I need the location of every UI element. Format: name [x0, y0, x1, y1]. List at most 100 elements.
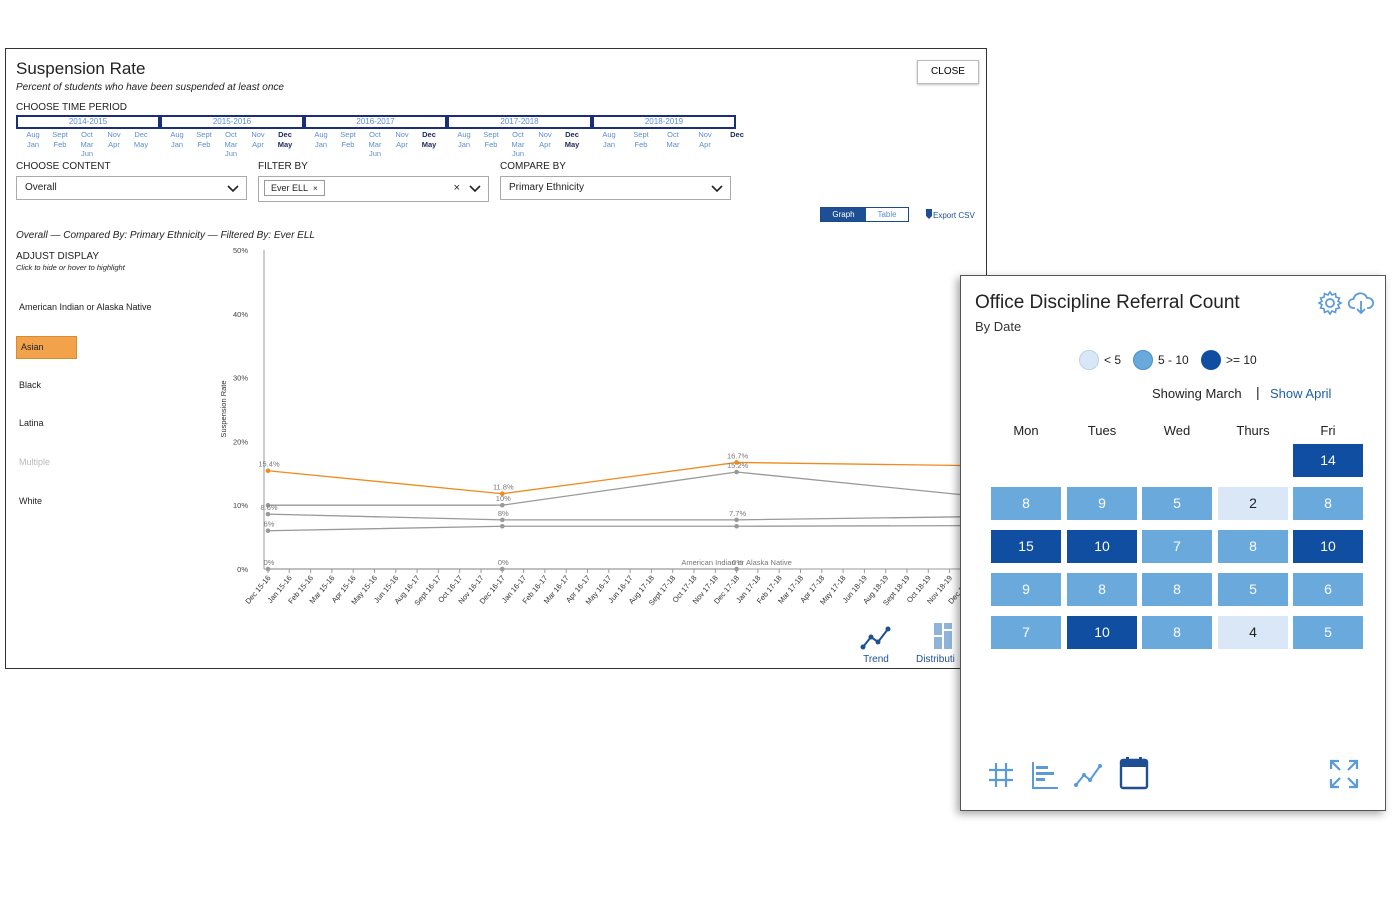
- bar-chart-icon[interactable]: [1030, 760, 1060, 790]
- y-tick-label: 50%: [233, 246, 248, 255]
- period-2014-2015[interactable]: 2014-2015: [16, 115, 160, 129]
- calendar-day-cell[interactable]: 8: [1067, 573, 1137, 606]
- calendar-day-cell[interactable]: 4: [1218, 616, 1288, 649]
- calendar-day-cell[interactable]: 7: [991, 616, 1061, 649]
- period-2018-2019[interactable]: 2018-2019: [592, 115, 736, 129]
- month-option[interactable]: Aug Jan: [602, 130, 616, 149]
- show-april-link[interactable]: Show April: [1270, 386, 1332, 401]
- data-label: 10%: [496, 494, 511, 503]
- chevron-down-icon: [227, 185, 239, 193]
- compare-select[interactable]: Primary Ethnicity: [500, 176, 731, 200]
- y-tick-label: 30%: [233, 374, 248, 383]
- calendar-day-cell[interactable]: 7: [1142, 530, 1212, 563]
- month-option[interactable]: Aug Jan: [26, 130, 40, 149]
- month-option[interactable]: Dec May: [277, 130, 293, 149]
- distribution-view-button[interactable]: Distributi: [916, 621, 976, 665]
- clear-filter-icon[interactable]: ×: [453, 182, 460, 194]
- data-point: [734, 517, 739, 523]
- calendar-day-cell[interactable]: 5: [1218, 573, 1288, 606]
- calendar-day-cell[interactable]: 10: [1067, 530, 1137, 563]
- export-csv-button[interactable]: Export CSV: [925, 209, 975, 220]
- filter-label: FILTER BY: [258, 161, 308, 172]
- trend-line-icon: [860, 626, 891, 650]
- month-option[interactable]: Oct Mar Jun: [80, 130, 94, 158]
- calendar-day-cell[interactable]: 10: [1067, 616, 1137, 649]
- month-option[interactable]: Aug Jan: [314, 130, 328, 149]
- calendar-day-cell[interactable]: 8: [1218, 530, 1288, 563]
- table-toggle-button[interactable]: Table: [866, 208, 908, 221]
- data-label: 16.7%: [727, 451, 749, 460]
- month-option[interactable]: Sept Feb: [633, 130, 649, 149]
- filter-chip-label: Ever ELL: [271, 183, 309, 193]
- trend-view-button[interactable]: Trend: [856, 625, 896, 665]
- month-option[interactable]: Sept Feb: [340, 130, 356, 149]
- trend-label: Trend: [863, 654, 889, 665]
- data-label: 15.4%: [258, 460, 280, 469]
- content-label: CHOOSE CONTENT: [16, 161, 111, 172]
- graph-toggle-button[interactable]: Graph: [821, 208, 866, 221]
- expand-icon[interactable]: [1329, 759, 1359, 789]
- line-chart-icon[interactable]: [1073, 760, 1103, 790]
- calendar-day-cell[interactable]: 8: [1293, 487, 1363, 520]
- calendar-day-cell[interactable]: 10: [1293, 530, 1363, 563]
- legend-high-swatch: [1201, 350, 1221, 370]
- period-2016-2017[interactable]: 2016-2017: [304, 115, 447, 129]
- month-option[interactable]: Aug Jan: [457, 130, 471, 149]
- data-point: [500, 502, 505, 508]
- month-option[interactable]: Dec May: [564, 130, 580, 149]
- gear-icon[interactable]: [1317, 290, 1343, 316]
- distribution-label: Distributi: [916, 654, 955, 665]
- month-option[interactable]: Sept Feb: [196, 130, 212, 149]
- month-option[interactable]: Sept Feb: [52, 130, 68, 149]
- period-2015-2016[interactable]: 2015-2016: [160, 115, 304, 129]
- calendar-day-cell[interactable]: 9: [991, 573, 1061, 606]
- filter-select[interactable]: Ever ELL × ×: [258, 176, 489, 202]
- series-line-latina: [267, 513, 971, 521]
- legend-item[interactable]: Latina: [19, 418, 44, 428]
- month-option[interactable]: Sept Feb: [483, 130, 499, 149]
- month-option[interactable]: Dec May: [133, 130, 149, 149]
- month-option[interactable]: Nov Apr: [107, 130, 121, 149]
- cloud-download-icon[interactable]: [1348, 290, 1374, 316]
- month-option[interactable]: Dec May: [421, 130, 437, 149]
- legend-item[interactable]: Multiple: [19, 457, 51, 467]
- calendar-icon[interactable]: [1119, 756, 1149, 790]
- month-option[interactable]: Oct Mar Jun: [224, 130, 238, 158]
- legend-item[interactable]: White: [19, 496, 43, 506]
- legend-item[interactable]: Asian: [16, 336, 77, 359]
- month-option[interactable]: Dec: [730, 130, 744, 139]
- export-csv-label: Export CSV: [933, 211, 975, 220]
- month-option[interactable]: Oct Mar Jun: [368, 130, 382, 158]
- content-select[interactable]: Overall: [16, 176, 247, 200]
- calendar-day-cell[interactable]: 14: [1293, 444, 1363, 477]
- filter-chip[interactable]: Ever ELL ×: [264, 180, 325, 196]
- month-option[interactable]: Nov Apr: [251, 130, 265, 149]
- chevron-down-icon: [711, 185, 723, 193]
- legend-item[interactable]: Black: [19, 380, 42, 390]
- month-option[interactable]: Nov Apr: [698, 130, 712, 149]
- y-tick-label: 40%: [233, 310, 248, 319]
- data-label: 0%: [264, 558, 275, 567]
- data-point: [500, 491, 505, 497]
- close-button[interactable]: CLOSE: [917, 60, 979, 84]
- month-option[interactable]: Aug Jan: [170, 130, 184, 149]
- data-point: [265, 511, 271, 517]
- calendar-day-cell[interactable]: 5: [1293, 616, 1363, 649]
- calendar-day-cell[interactable]: 15: [991, 530, 1061, 563]
- calendar-day-cell[interactable]: 6: [1293, 573, 1363, 606]
- period-2017-2018[interactable]: 2017-2018: [447, 115, 592, 129]
- calendar-day-cell[interactable]: 9: [1067, 487, 1137, 520]
- month-option[interactable]: Nov Apr: [395, 130, 409, 149]
- calendar-day-cell[interactable]: 8: [1142, 616, 1212, 649]
- calendar-day-cell[interactable]: 5: [1142, 487, 1212, 520]
- month-option[interactable]: Oct Mar Jun: [511, 130, 525, 158]
- calendar-day-cell[interactable]: 8: [991, 487, 1061, 520]
- month-option[interactable]: Oct Mar: [666, 130, 680, 149]
- legend-item[interactable]: American Indian or Alaska Native: [19, 302, 152, 312]
- calendar-day-cell[interactable]: 2: [1218, 487, 1288, 520]
- calendar-day-cell[interactable]: 8: [1142, 573, 1212, 606]
- month-option[interactable]: Nov Apr: [538, 130, 552, 149]
- chip-remove-icon[interactable]: ×: [313, 184, 318, 193]
- number-view-icon[interactable]: [987, 760, 1015, 790]
